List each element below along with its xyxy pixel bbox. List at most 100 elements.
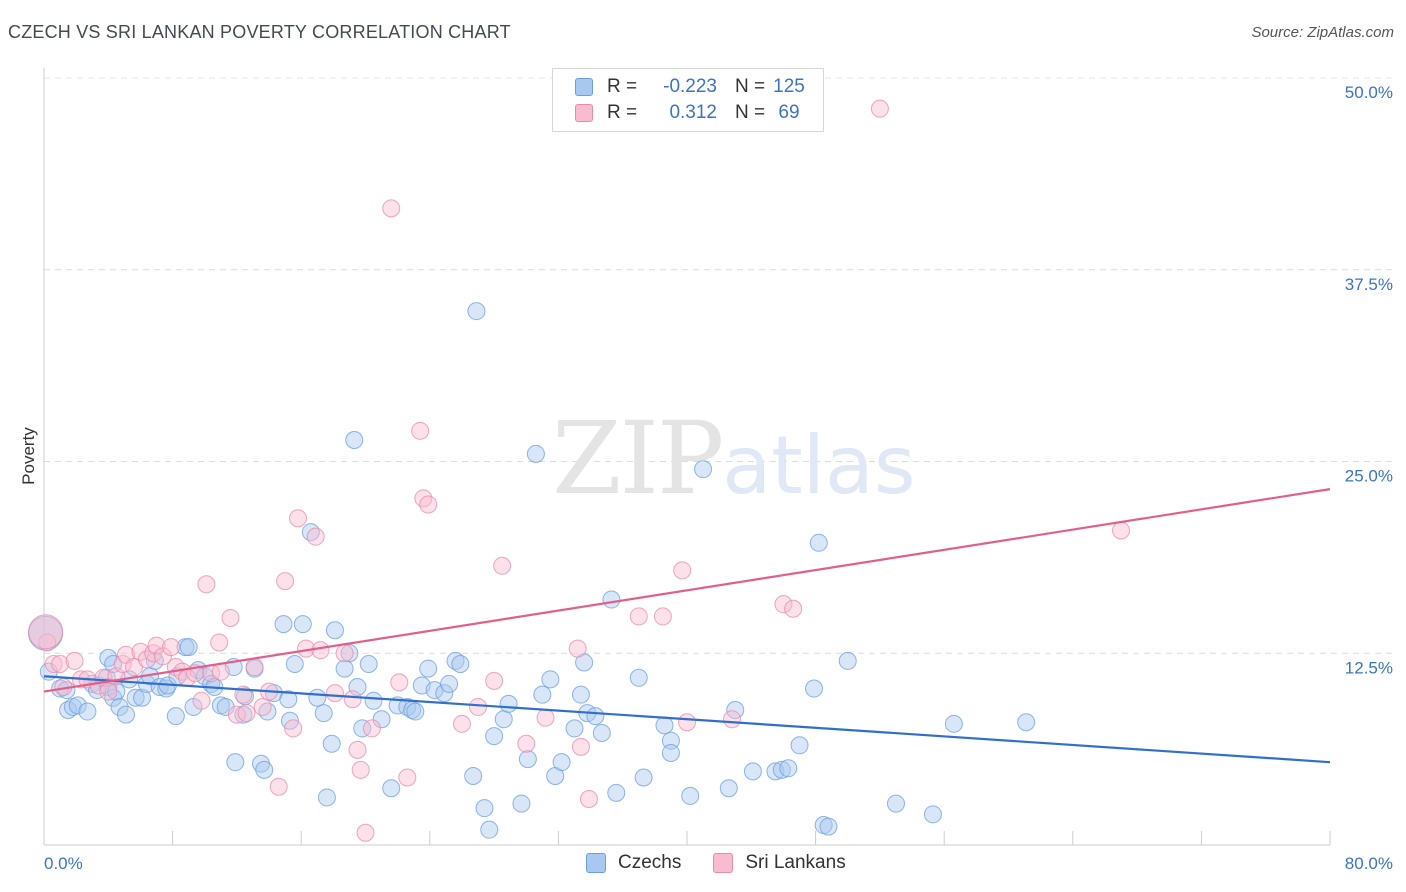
sri-lankan-point — [517, 734, 536, 753]
czech-point — [1017, 713, 1036, 732]
czech-point — [364, 691, 383, 710]
czech-point — [655, 716, 674, 735]
sri-lankan-point — [419, 495, 438, 514]
czech-point — [68, 696, 87, 715]
sri-lankan-point — [382, 199, 401, 218]
sri-lankan-point — [311, 641, 330, 660]
czech-point — [340, 644, 359, 663]
sri-lankan-point — [493, 556, 512, 575]
czech-point — [59, 701, 78, 720]
czech-point — [317, 788, 336, 807]
sri-lankan-point — [452, 714, 471, 733]
czech-point — [335, 659, 354, 678]
source-label: Source: ZipAtlas.com — [1251, 24, 1394, 41]
sri-lankan-point — [99, 682, 118, 701]
sri-lankan-point — [1112, 521, 1131, 540]
czech-point — [886, 794, 905, 813]
sri-lankans-trend-line — [43, 488, 1331, 693]
sri-lankan-point — [485, 671, 504, 690]
czechs-trend-line — [43, 675, 1331, 764]
czech-point — [661, 731, 680, 750]
sri-lankan-point — [653, 607, 672, 626]
sri-lankan-point — [51, 654, 70, 673]
czech-point — [499, 694, 518, 713]
sri-lankan-point — [536, 708, 555, 727]
czech-point — [512, 794, 531, 813]
sri-lankan-point — [348, 740, 367, 759]
sri-lankan-point — [723, 710, 742, 729]
sri-lankan-point — [343, 690, 362, 709]
czech-point — [78, 702, 97, 721]
y-axis-label: Poverty — [19, 427, 38, 485]
czech-point — [809, 533, 828, 552]
n-value: 69 — [778, 102, 800, 123]
sri-lankan-point — [325, 684, 344, 703]
czech-point — [419, 659, 438, 678]
czech-point — [634, 768, 653, 787]
sri-lankans-swatch — [713, 853, 734, 873]
chart-title: CZECH VS SRI LANKAN POVERTY CORRELATION … — [8, 22, 511, 42]
x-tick-label: 80.0% — [1345, 854, 1393, 873]
czech-point — [804, 679, 823, 698]
czech-point — [126, 688, 145, 707]
czech-point — [406, 702, 425, 721]
sri-lankan-point — [245, 658, 264, 677]
czech-point — [382, 779, 401, 798]
sri-lankan-point — [774, 595, 793, 614]
watermark: ZIPatlas — [552, 400, 916, 517]
legend-label: Sri Lankans — [745, 852, 846, 873]
czech-point — [308, 688, 327, 707]
czech-point — [359, 654, 378, 673]
r-label: R = — [607, 76, 638, 97]
sri-lankan-point — [362, 719, 381, 738]
czech-point — [133, 688, 152, 707]
sri-lankan-point — [192, 691, 211, 710]
x-tick-label: 0.0% — [44, 854, 83, 873]
czech-point — [234, 705, 253, 724]
czech-point — [285, 654, 304, 673]
sri-lankan-point — [571, 737, 590, 756]
czech-point — [110, 697, 129, 716]
legend-label: Czechs — [618, 852, 682, 873]
sri-lankan-point — [469, 697, 488, 716]
sri-lankan-point — [227, 705, 246, 724]
sri-lankan-point — [253, 697, 272, 716]
y-tick-label: 12.5% — [1345, 658, 1393, 677]
czech-point — [467, 302, 486, 321]
czech-point — [565, 719, 584, 738]
czech-point — [279, 690, 298, 709]
sri-lankan-point — [276, 572, 295, 591]
czech-point — [446, 651, 465, 670]
n-label: N = — [735, 102, 766, 123]
sri-lankan-point — [579, 789, 598, 808]
czech-point — [314, 704, 333, 723]
series-legend: Czechs Sri Lankans — [586, 852, 878, 874]
czech-point — [602, 590, 621, 609]
sri-lankan-point — [28, 614, 64, 650]
sri-lankan-point — [870, 99, 889, 118]
y-tick-label: 25.0% — [1345, 467, 1393, 486]
czech-point — [743, 762, 762, 781]
sri-lankan-point — [351, 760, 370, 779]
r-label: R = — [607, 102, 638, 123]
czech-point — [325, 621, 344, 640]
czech-point — [779, 759, 798, 778]
sri-lankan-point — [356, 823, 375, 842]
sri-lankan-point — [221, 608, 240, 627]
czech-point — [372, 710, 391, 729]
sri-lankan-point — [147, 636, 166, 655]
czech-point — [179, 638, 198, 657]
sri-lankan-point — [784, 599, 803, 618]
legend-item-czechs: Czechs — [586, 852, 681, 874]
sri-lankan-point — [411, 421, 430, 440]
czech-point — [607, 783, 626, 802]
sri-lankan-point — [629, 607, 648, 626]
czechs-swatch — [586, 853, 606, 873]
czech-point — [552, 753, 571, 772]
sri-lankan-point — [237, 704, 256, 723]
czech-point — [592, 724, 611, 743]
legend-row-sri-lankans: R = 0.312 N = 69 — [575, 100, 809, 126]
sri-lankan-point — [288, 509, 307, 528]
czech-point — [694, 460, 713, 479]
